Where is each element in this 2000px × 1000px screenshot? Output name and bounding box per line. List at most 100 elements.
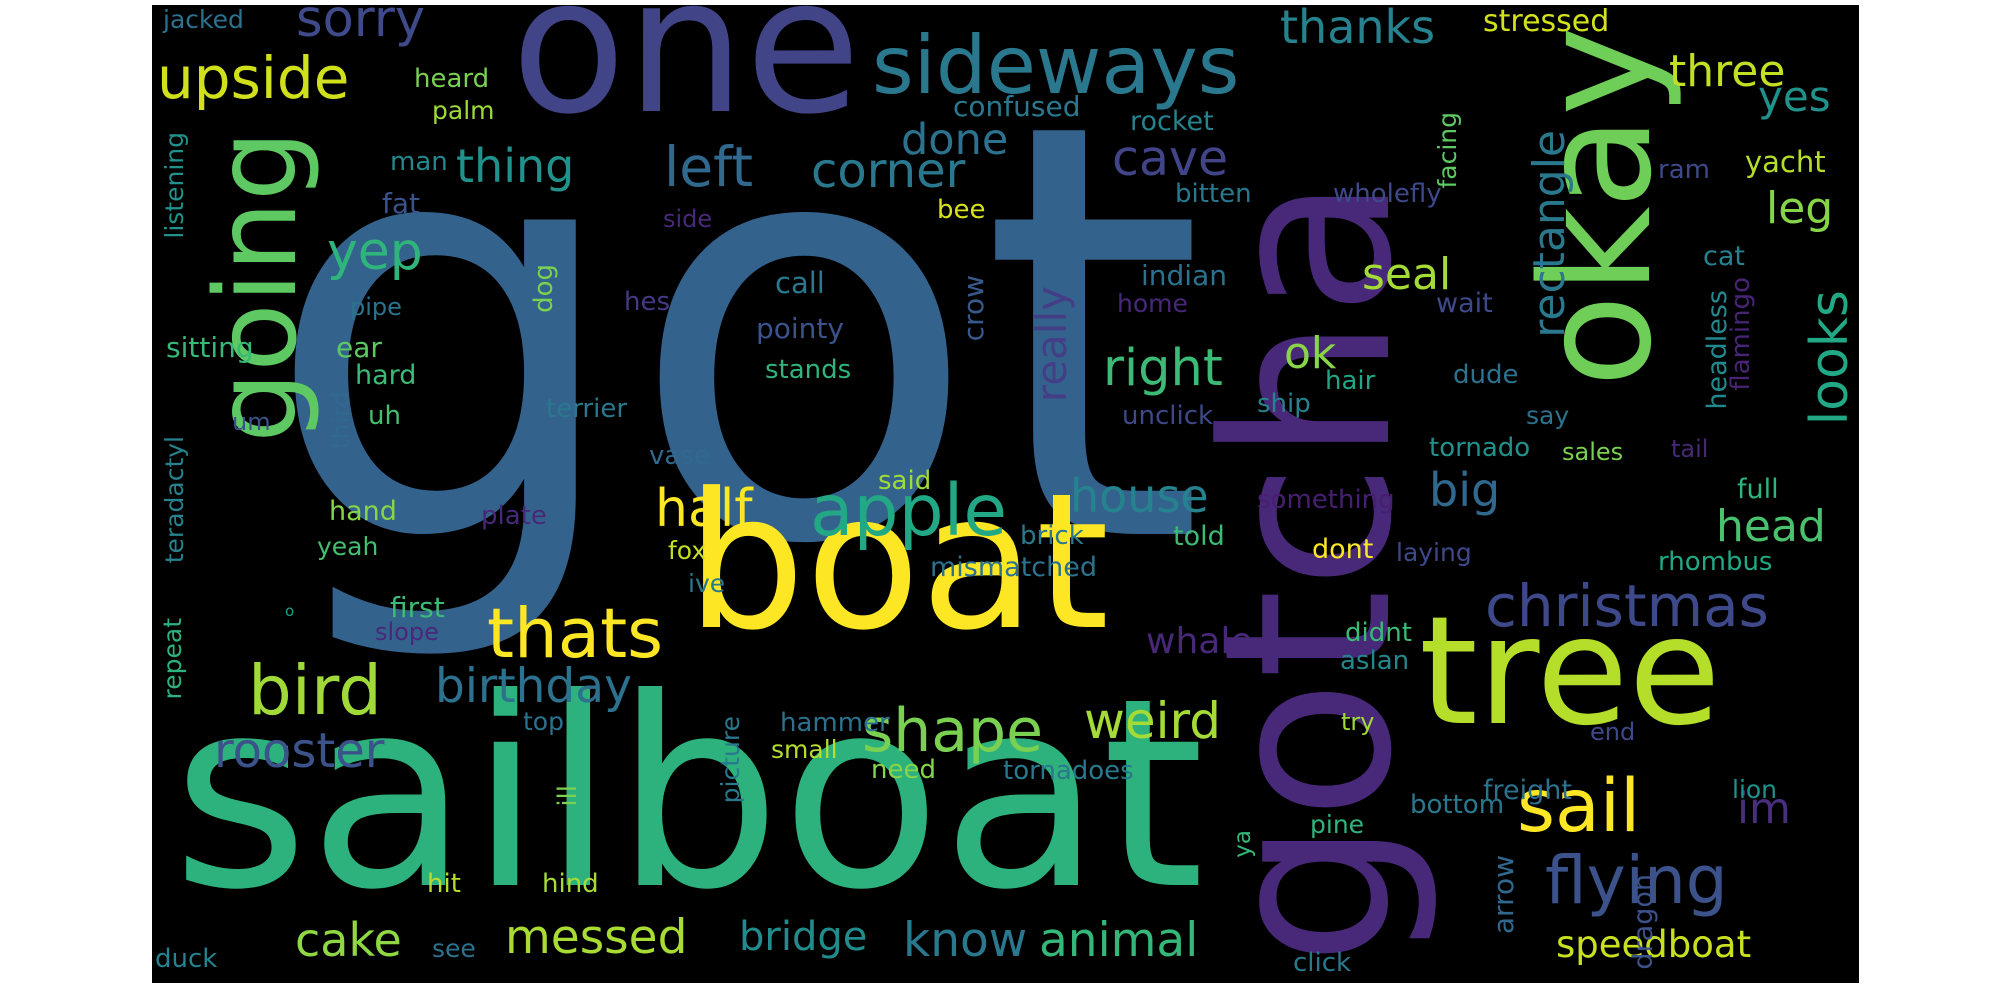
word-rhombus: rhombus bbox=[1658, 547, 1773, 577]
word-rectangle: rectangle bbox=[1524, 130, 1575, 338]
word-third: third bbox=[326, 391, 355, 450]
word-end: end bbox=[1590, 718, 1636, 746]
word-left: left bbox=[664, 135, 754, 199]
word-terrier: terrier bbox=[546, 394, 628, 424]
word-cloud-canvas: got gotcha sailboat boat okay one going tree sid… bbox=[152, 5, 1859, 983]
word-cake: cake bbox=[295, 913, 402, 967]
word-tail: tail bbox=[1671, 435, 1709, 463]
word-heard: heard bbox=[414, 64, 490, 94]
word-stands: stands bbox=[765, 355, 852, 385]
word-fox: fox bbox=[668, 536, 707, 565]
word-cave: cave bbox=[1112, 130, 1229, 187]
word-birthday: birthday bbox=[435, 659, 632, 714]
word-click: click bbox=[1293, 948, 1352, 978]
word-sitting: sitting bbox=[166, 331, 254, 364]
word-thing: thing bbox=[456, 139, 575, 193]
word-bee: bee bbox=[937, 195, 986, 225]
word-headless: headless bbox=[1702, 290, 1733, 410]
word-yes: yes bbox=[1758, 72, 1831, 121]
word-ive: ive bbox=[688, 569, 726, 598]
word-sail: sail bbox=[1517, 764, 1641, 849]
word-brick: brick bbox=[1020, 521, 1084, 551]
word-head: head bbox=[1716, 501, 1826, 552]
word-animal: animal bbox=[1039, 913, 1199, 968]
word-corner: corner bbox=[811, 143, 966, 199]
word-cat: cat bbox=[1703, 241, 1745, 272]
word-shape: shape bbox=[862, 696, 1044, 766]
word-yacht: yacht bbox=[1745, 145, 1826, 179]
word-picture: picture bbox=[716, 716, 745, 804]
word-hand: hand bbox=[329, 496, 397, 527]
word-top: top bbox=[523, 707, 564, 736]
word-christmas: christmas bbox=[1485, 572, 1769, 640]
word-going: going bbox=[192, 130, 322, 443]
word-know: know bbox=[903, 913, 1028, 968]
word-apple: apple bbox=[810, 469, 1008, 552]
word-first: first bbox=[390, 591, 445, 624]
word-done: done bbox=[901, 115, 1009, 165]
word-freight: freight bbox=[1483, 775, 1572, 806]
word-sales: sales bbox=[1562, 438, 1624, 466]
word-whale: whale bbox=[1146, 621, 1253, 662]
word-aslan: aslan bbox=[1340, 646, 1410, 676]
word-listening: listening bbox=[160, 132, 189, 239]
word-upside: upside bbox=[157, 44, 350, 112]
word-slope: slope bbox=[375, 618, 439, 646]
word-rooster: rooster bbox=[214, 723, 385, 779]
word-o: o bbox=[285, 602, 295, 620]
word-home: home bbox=[1117, 289, 1188, 318]
word-side: side bbox=[663, 205, 713, 233]
word-full: full bbox=[1737, 474, 1779, 505]
word-bottom: bottom bbox=[1410, 790, 1505, 820]
word-tornadoes: tornadoes bbox=[1003, 756, 1134, 786]
word-try: try bbox=[1341, 708, 1375, 736]
word-dont: dont bbox=[1312, 534, 1374, 565]
word-wholefly: wholefly bbox=[1333, 179, 1442, 209]
word-yep: yep bbox=[327, 222, 423, 282]
word-crow: crow bbox=[957, 275, 990, 342]
word-leg: leg bbox=[1766, 183, 1834, 234]
word-um: um bbox=[232, 408, 271, 436]
word-arrow: arrow bbox=[1487, 855, 1520, 935]
word-teradactyl: teradactyl bbox=[160, 436, 189, 564]
word-yeah: yeah bbox=[317, 532, 379, 561]
word-hit: hit bbox=[427, 869, 461, 899]
word-need: need bbox=[871, 755, 936, 785]
word-fat: fat bbox=[382, 187, 420, 220]
word-said: said bbox=[878, 466, 932, 496]
word-hes: hes bbox=[624, 287, 671, 317]
word-ill: ill bbox=[553, 785, 583, 807]
word-half: half bbox=[655, 479, 753, 539]
word-say: say bbox=[1526, 401, 1570, 430]
word-something: something bbox=[1257, 485, 1395, 515]
word-repeat: repeat bbox=[158, 618, 187, 700]
word-vase: vase bbox=[649, 441, 710, 471]
word-pointy: pointy bbox=[756, 312, 844, 345]
word-messed: messed bbox=[505, 910, 688, 965]
word-didnt: didnt bbox=[1345, 618, 1412, 648]
word-looks: looks bbox=[1800, 290, 1859, 426]
word-sideways: sideways bbox=[872, 19, 1240, 112]
word-tornado: tornado bbox=[1429, 433, 1531, 463]
word-see: see bbox=[432, 934, 476, 963]
word-plate: plate bbox=[481, 501, 547, 531]
word-right: right bbox=[1103, 339, 1223, 398]
word-boat: boat bbox=[686, 453, 1110, 672]
word-lion: lion bbox=[1732, 775, 1778, 804]
word-uh: uh bbox=[368, 401, 401, 431]
word-call: call bbox=[775, 266, 825, 300]
word-hair: hair bbox=[1325, 366, 1376, 396]
word-speedboat: speedboat bbox=[1556, 923, 1752, 966]
word-confused: confused bbox=[953, 90, 1081, 123]
word-sailboat: sailboat bbox=[172, 642, 1205, 947]
word-mismatched: mismatched bbox=[930, 552, 1098, 583]
word-hard: hard bbox=[355, 360, 417, 391]
word-dog: dog bbox=[529, 264, 559, 313]
word-pipe: pipe bbox=[350, 293, 402, 321]
word-bitten: bitten bbox=[1175, 179, 1252, 209]
word-ok: ok bbox=[1284, 328, 1337, 379]
word-stressed: stressed bbox=[1483, 5, 1610, 39]
word-ear: ear bbox=[336, 331, 382, 364]
word-ya: ya bbox=[1230, 830, 1256, 858]
word-bridge: bridge bbox=[739, 914, 868, 960]
